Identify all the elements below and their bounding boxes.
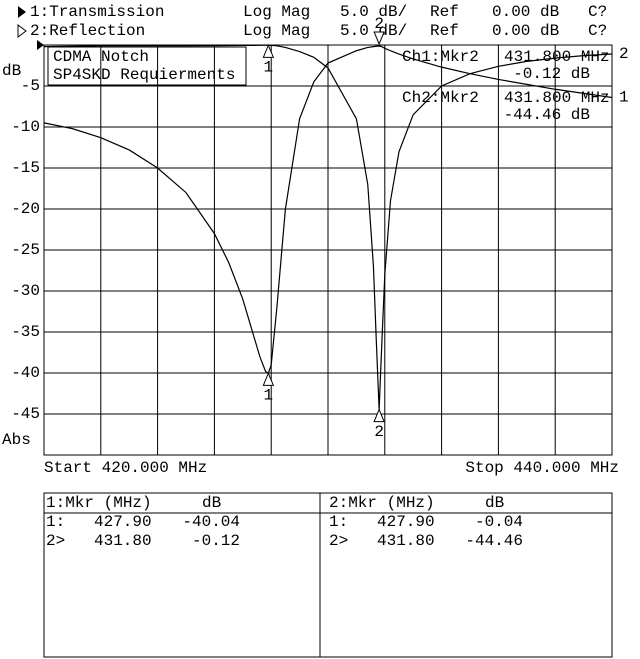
table-cell: 2>: [46, 532, 65, 550]
trace-line: [43, 44, 613, 410]
ref-pointer: [37, 40, 44, 50]
marker-label: 2: [374, 423, 384, 441]
table-header: 1:Mkr (MHz): [46, 494, 152, 512]
table-cell: 431.80: [377, 532, 435, 550]
scale: 5.0 dB/: [340, 22, 407, 40]
trace-icon: [17, 24, 27, 38]
table-header: 2:Mkr (MHz): [329, 494, 435, 512]
status: C?: [588, 3, 607, 21]
marker: [373, 31, 385, 46]
marker-label: 1: [264, 387, 274, 405]
active-trace-icon: [18, 6, 26, 18]
readout-channel: Ch1:Mkr2: [402, 48, 479, 66]
trace-name: 1:Transmission: [30, 3, 164, 21]
y-tick-label: -35: [11, 323, 40, 341]
table-cell: -0.04: [475, 513, 523, 531]
y-tick-label: -25: [11, 241, 40, 259]
marker: [262, 44, 275, 58]
readout-channel: Ch2:Mkr2: [402, 89, 479, 107]
marker-label: 1: [264, 59, 274, 77]
y-axis-label-bottom: Abs: [2, 431, 31, 449]
format: Log Mag: [243, 22, 310, 40]
trace-line: [43, 45, 613, 375]
status: C?: [588, 22, 607, 40]
table-cell: 431.80: [94, 532, 152, 550]
ref-label: Ref: [430, 22, 459, 40]
ref-value: 0.00 dB: [492, 22, 559, 40]
trace-end-label: 1: [619, 89, 629, 107]
trace-end-label: 2: [619, 45, 629, 63]
y-tick-label: -10: [11, 118, 40, 136]
marker-label: 2: [374, 15, 384, 33]
scale: 5.0 dB/: [340, 3, 407, 21]
readout-freq: 431.800 MHz: [504, 48, 610, 66]
table-header: dB: [485, 494, 504, 512]
y-tick-label: -20: [11, 200, 40, 218]
readout-freq: 431.800 MHz: [504, 89, 610, 107]
start-label: Start 420.000 MHz: [44, 459, 207, 477]
marker-table-frame: [43, 492, 613, 658]
y-axis-label: dB: [2, 62, 21, 80]
y-tick-label: -30: [11, 282, 40, 300]
table-cell: 427.90: [377, 513, 435, 531]
marker: [262, 372, 275, 386]
y-tick-label: -5: [21, 77, 40, 95]
stop-label: Stop 440.000 MHz: [465, 459, 619, 477]
table-cell: -44.46: [465, 532, 523, 550]
y-tick-label: -40: [11, 364, 40, 382]
trace-name: 2:Reflection: [30, 22, 145, 40]
y-tick-label: -15: [11, 159, 40, 177]
ref-value: 0.00 dB: [492, 3, 559, 21]
readout-value: -0.12 dB: [513, 65, 590, 83]
table-cell: 427.90: [94, 513, 152, 531]
table-cell: -40.04: [182, 513, 240, 531]
table-cell: -0.12: [192, 532, 240, 550]
annotation-box: [47, 46, 247, 86]
table-cell: 1:: [46, 513, 65, 531]
annotation: SP4SKD Requierments: [53, 66, 235, 84]
y-tick-label: -45: [11, 405, 40, 423]
format: Log Mag: [243, 3, 310, 21]
ref-label: Ref: [430, 3, 459, 21]
table-cell: 1:: [329, 513, 348, 531]
table-header: dB: [202, 494, 221, 512]
marker: [373, 408, 385, 423]
table-cell: 2>: [329, 532, 348, 550]
readout-value: -44.46 dB: [504, 106, 590, 124]
annotation: CDMA Notch: [53, 48, 149, 66]
